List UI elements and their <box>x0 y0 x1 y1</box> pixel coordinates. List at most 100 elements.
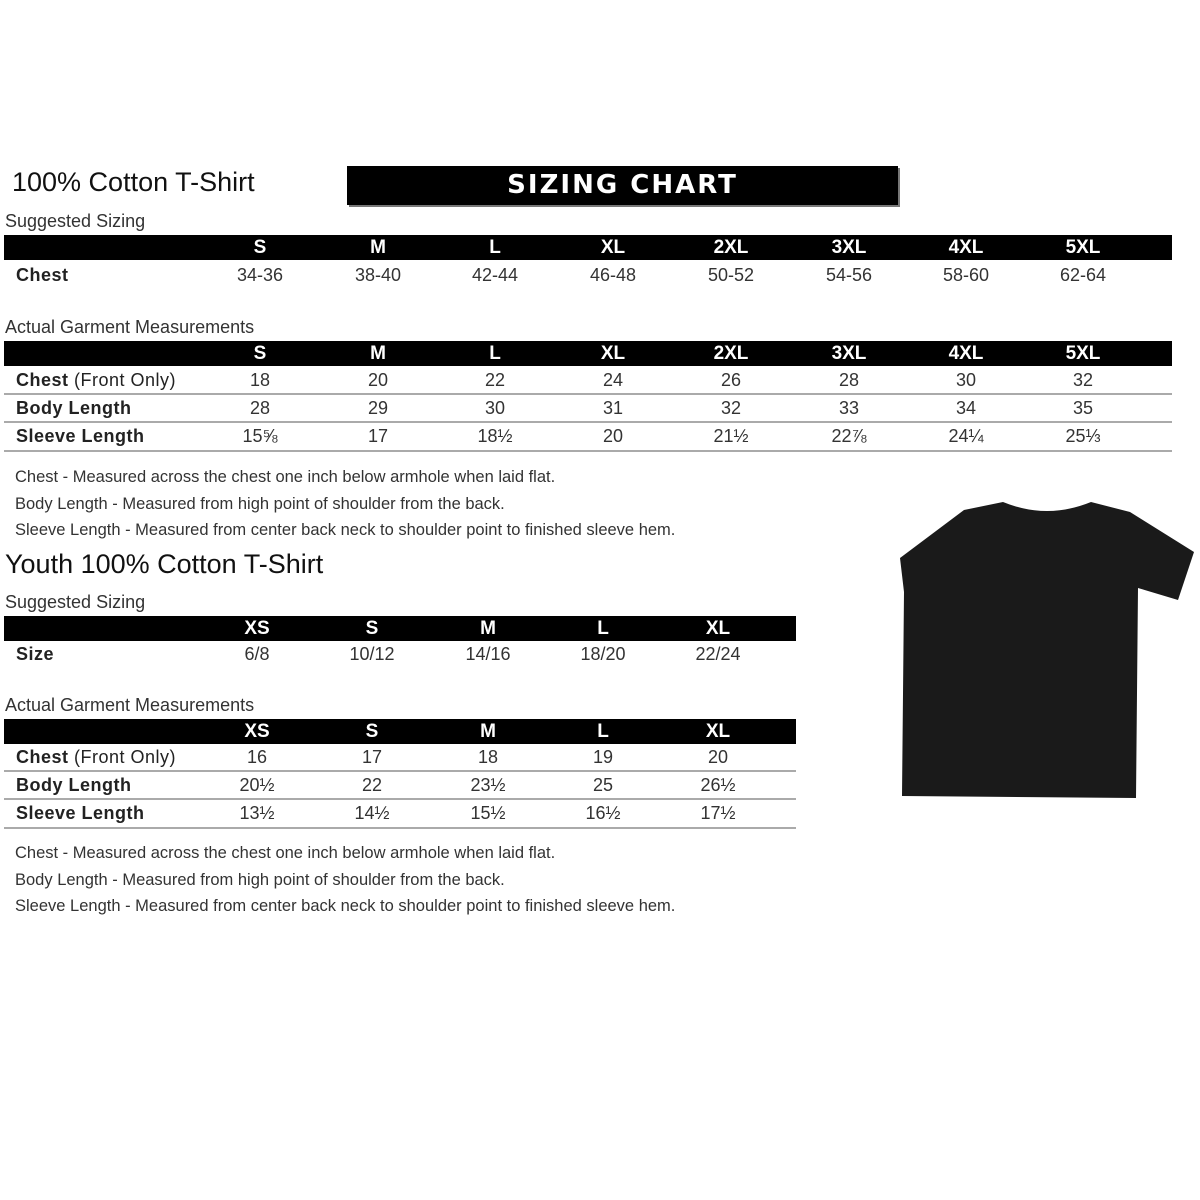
adult-suggested-size-header: 5XL <box>1065 237 1101 258</box>
sizing-chart-banner: SIZING CHART <box>347 166 898 205</box>
youth-note: Chest - Measured across the chest one in… <box>15 844 556 862</box>
youth-cell: 17 <box>361 747 383 767</box>
youth-cell: 18/20 <box>580 644 626 664</box>
adult-row-label: Chest <box>16 265 69 286</box>
adult-cell: 54-56 <box>825 265 873 285</box>
adult-cell: 32 <box>1072 370 1094 390</box>
adult-suggested-size-header: XL <box>600 237 626 258</box>
youth-title: Youth 100% Cotton T-Shirt <box>5 549 324 579</box>
youth-note: Body Length - Measured from high point o… <box>15 870 505 889</box>
row-label-text: Size <box>16 644 55 664</box>
youth-row-divider <box>4 827 796 829</box>
adult-cell: 32 <box>720 398 742 418</box>
adult-row-label: Sleeve Length <box>16 426 145 447</box>
youth-cell: 16½ <box>585 803 621 823</box>
adult-cell: 18 <box>249 370 271 390</box>
adult-cell: 62-64 <box>1059 265 1107 285</box>
adult-suggested-size-header: L <box>489 237 501 258</box>
youth-suggested-size-header: M <box>480 618 496 639</box>
adult-row-label: Chest (Front Only) <box>16 370 176 391</box>
youth-actual-size-header: L <box>597 721 609 742</box>
youth-cell: 23½ <box>470 775 506 795</box>
adult-cell: 24¼ <box>948 426 984 446</box>
adult-suggested-header-bar <box>4 235 1172 260</box>
youth-row-label: Sleeve Length <box>16 803 145 824</box>
row-label-text: Chest <box>16 265 69 285</box>
adult-suggested-size-header: 4XL <box>948 237 984 258</box>
adult-suggested-label: Suggested Sizing <box>5 211 146 231</box>
adult-cell: 30 <box>955 370 977 390</box>
adult-cell: 17 <box>367 426 389 446</box>
adult-cell: 22⅞ <box>831 426 867 446</box>
adult-cell: 28 <box>838 370 860 390</box>
row-label-text: Sleeve Length <box>16 426 145 446</box>
adult-row-divider <box>4 393 1172 395</box>
adult-cell: 18½ <box>477 426 513 446</box>
adult-actual-size-header: M <box>370 343 386 364</box>
youth-row-divider <box>4 770 796 772</box>
youth-cell: 20 <box>707 747 729 767</box>
youth-cell: 22/24 <box>695 644 741 664</box>
youth-cell: 13½ <box>239 803 275 823</box>
adult-cell: 24 <box>602 370 624 390</box>
adult-row-divider <box>4 450 1172 452</box>
adult-cell: 20 <box>602 426 624 446</box>
adult-suggested-size-header: S <box>253 237 267 258</box>
adult-row-divider <box>4 421 1172 423</box>
youth-row-label: Chest (Front Only) <box>16 747 176 768</box>
youth-cell: 10/12 <box>349 644 395 664</box>
youth-cell: 20½ <box>239 775 275 795</box>
youth-cell: 14/16 <box>465 644 511 664</box>
adult-note: Sleeve Length - Measured from center bac… <box>15 521 676 539</box>
youth-suggested-label: Suggested Sizing <box>5 592 146 612</box>
youth-cell: 6/8 <box>244 644 270 664</box>
adult-cell: 25⅓ <box>1065 426 1101 446</box>
adult-cell: 42-44 <box>471 265 519 285</box>
adult-row-label: Body Length <box>16 398 132 419</box>
youth-cell: 18 <box>477 747 499 767</box>
adult-suggested-size-header: 2XL <box>713 237 749 258</box>
youth-row-label: Size <box>16 644 54 665</box>
adult-cell: 26 <box>720 370 742 390</box>
adult-suggested-size-header: 3XL <box>831 237 867 258</box>
adult-cell: 46-48 <box>589 265 637 285</box>
adult-actual-size-header: 4XL <box>948 343 984 364</box>
youth-note: Sleeve Length - Measured from center bac… <box>15 897 676 915</box>
row-label-text: Sleeve Length <box>16 803 145 823</box>
adult-note: Body Length - Measured from high point o… <box>15 494 505 513</box>
row-label-text: Body Length <box>16 775 132 795</box>
row-label-text: Chest <box>16 370 69 390</box>
youth-actual-size-header: XL <box>705 721 731 742</box>
black-tshirt-icon <box>900 502 1194 798</box>
adult-cell: 15⅝ <box>242 426 278 446</box>
youth-cell: 26½ <box>700 775 736 795</box>
adult-cell: 33 <box>838 398 860 418</box>
youth-suggested-size-header: S <box>365 618 379 639</box>
adult-note: Chest - Measured across the chest one in… <box>15 468 556 486</box>
youth-row-label: Body Length <box>16 775 132 796</box>
adult-cell: 28 <box>249 398 271 418</box>
adult-cell: 30 <box>484 398 506 418</box>
adult-cell: 50-52 <box>707 265 755 285</box>
adult-actual-size-header: XL <box>600 343 626 364</box>
row-label-text: Chest <box>16 747 69 767</box>
adult-suggested-size-header: M <box>370 237 386 258</box>
youth-suggested-size-header: XL <box>705 618 731 639</box>
youth-cell: 25 <box>592 775 614 795</box>
adult-actual-size-header: S <box>253 343 267 364</box>
youth-cell: 22 <box>361 775 383 795</box>
youth-actual-header-bar <box>4 719 796 744</box>
youth-cell: 15½ <box>470 803 506 823</box>
adult-title: 100% Cotton T-Shirt <box>12 167 255 197</box>
adult-actual-size-header: 3XL <box>831 343 867 364</box>
youth-actual-size-header: XS <box>244 721 270 742</box>
adult-actual-size-header: 2XL <box>713 343 749 364</box>
adult-cell: 29 <box>367 398 389 418</box>
adult-cell: 21½ <box>713 426 749 446</box>
youth-suggested-size-header: L <box>597 618 609 639</box>
adult-actual-size-header: L <box>489 343 501 364</box>
youth-cell: 19 <box>592 747 614 767</box>
adult-cell: 31 <box>602 398 624 418</box>
youth-cell: 16 <box>246 747 268 767</box>
youth-actual-size-header: M <box>480 721 496 742</box>
